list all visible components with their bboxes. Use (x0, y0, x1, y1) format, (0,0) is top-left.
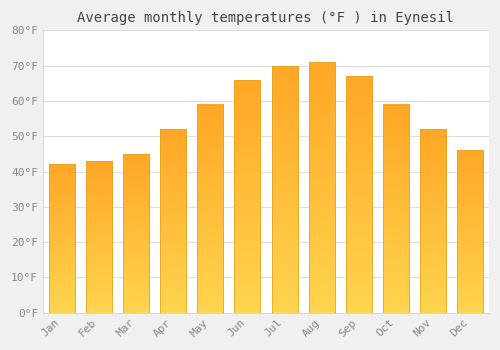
Bar (234, 80, 260, 313)
Bar (346, 76, 372, 313)
Title: Average monthly temperatures (°F ) in Eynesil: Average monthly temperatures (°F ) in Ey… (78, 11, 454, 25)
Bar (160, 129, 186, 313)
Bar (308, 62, 334, 313)
Bar (48, 164, 74, 313)
Bar (272, 66, 297, 313)
Bar (383, 105, 409, 313)
Bar (420, 129, 446, 313)
Bar (197, 105, 223, 313)
Bar (86, 161, 112, 313)
Bar (458, 150, 483, 313)
Bar (123, 154, 149, 313)
